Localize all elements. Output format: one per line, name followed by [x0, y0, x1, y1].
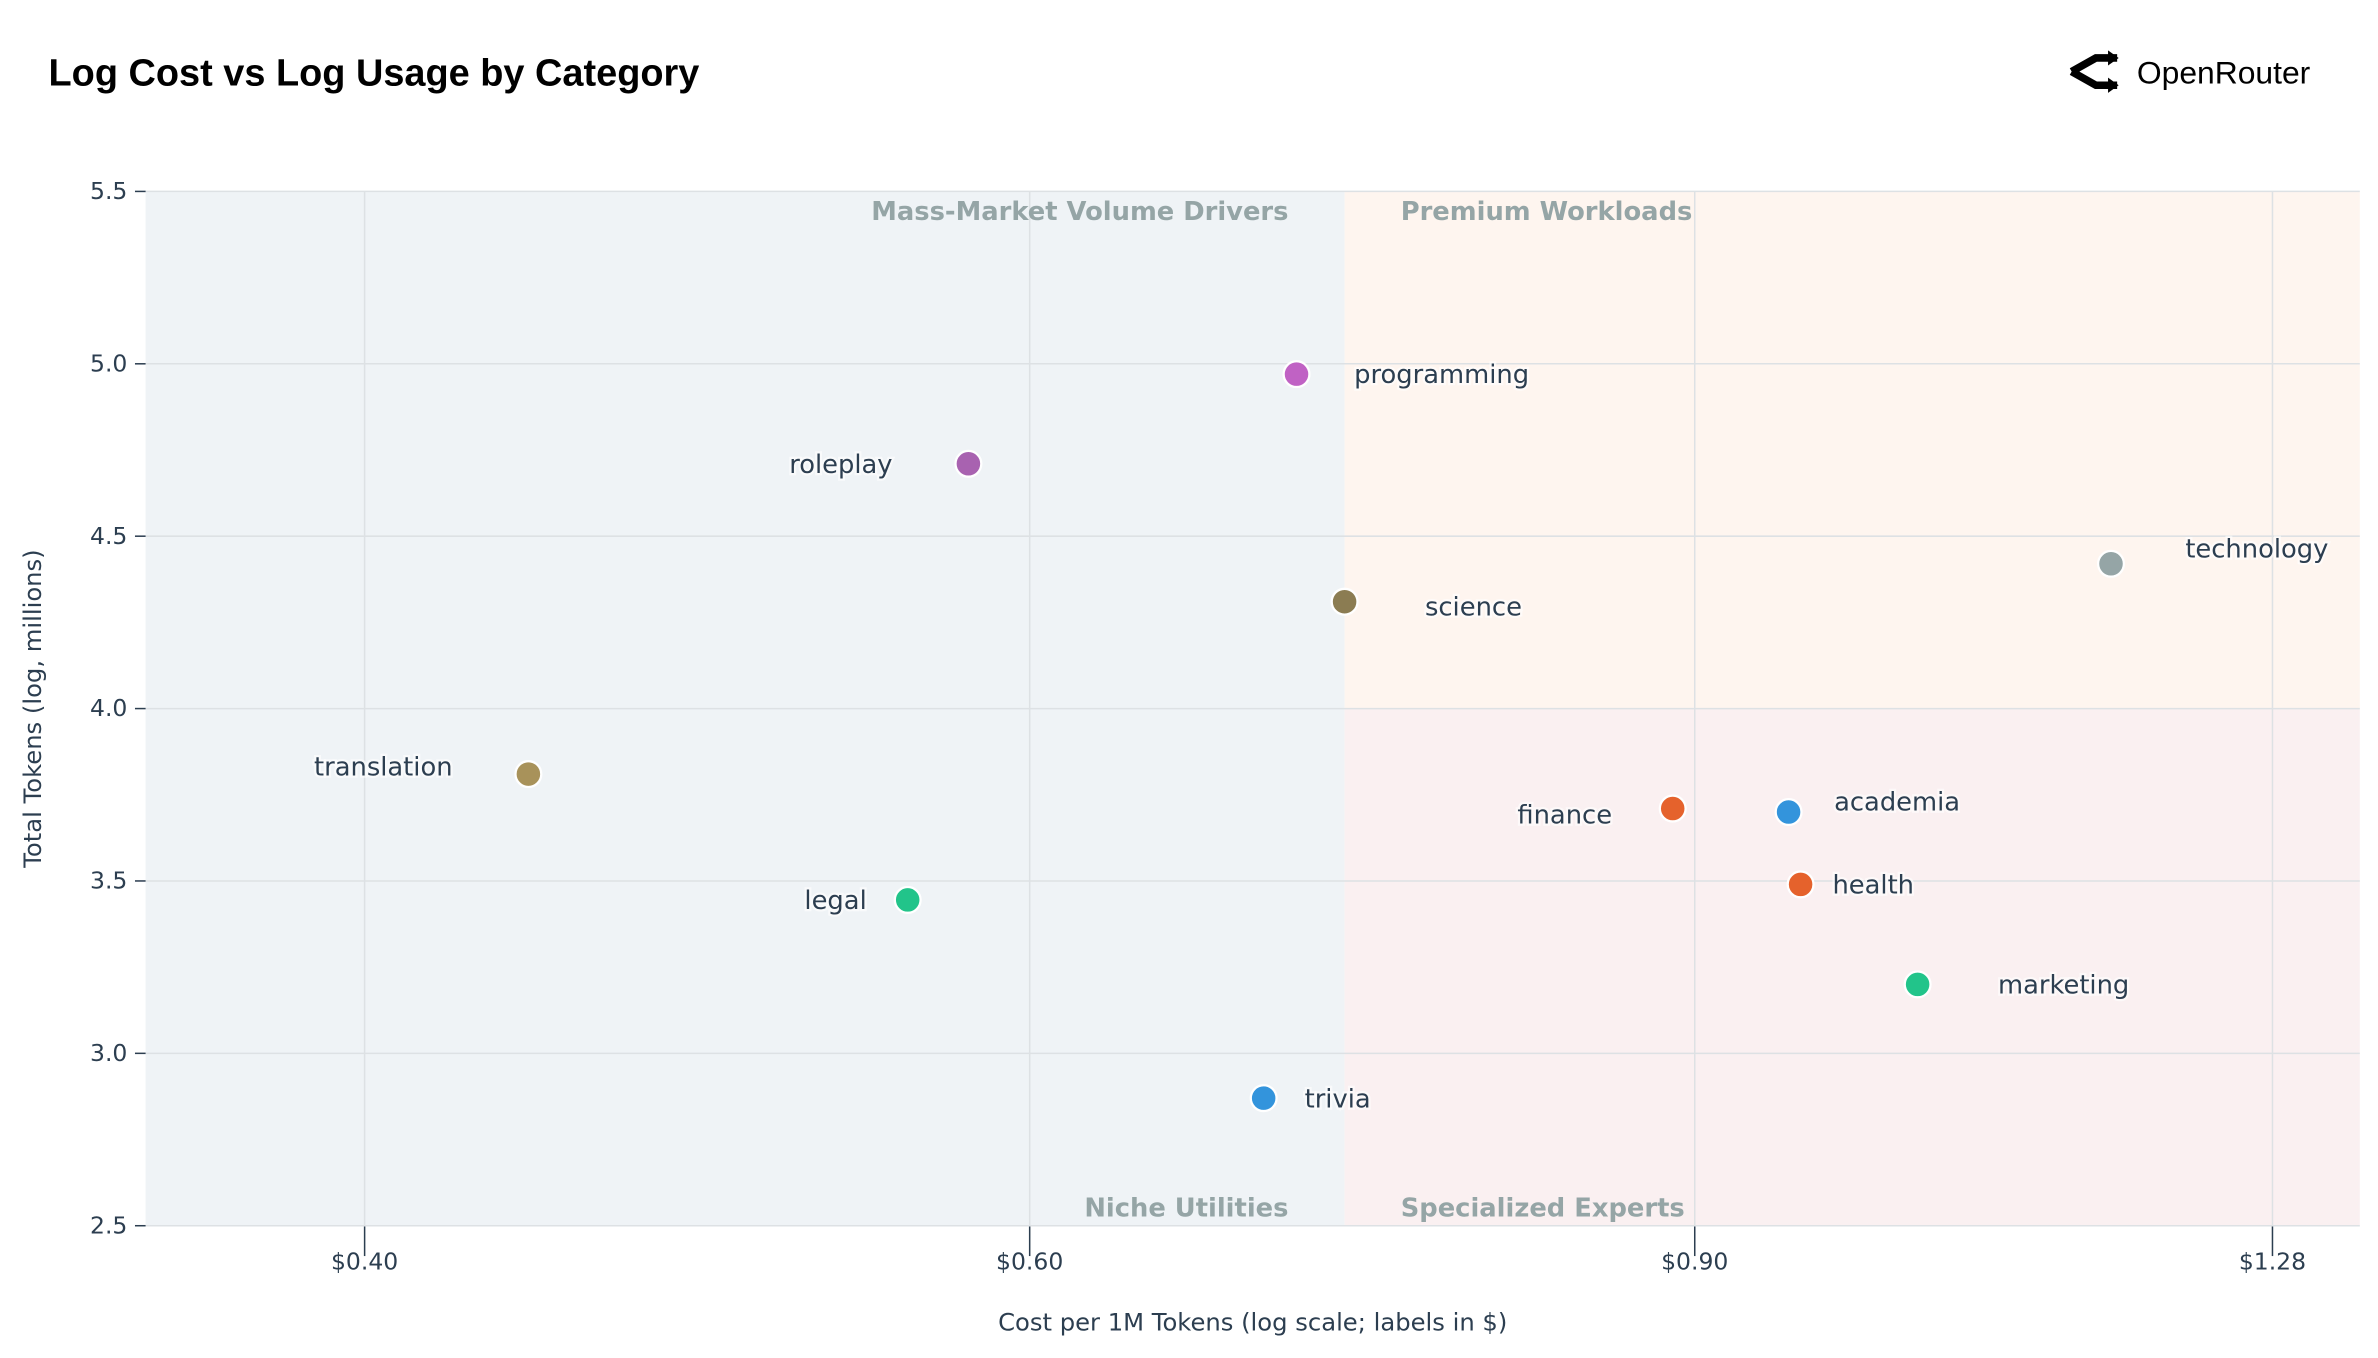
x-tick-label: $0.60 — [996, 1248, 1063, 1276]
y-tick-label: 4.5 — [90, 522, 127, 550]
data-point-academia — [1774, 797, 1803, 827]
y-tick-label: 4.0 — [90, 694, 127, 722]
y-tick-label: 3.0 — [90, 1039, 127, 1067]
quadrant-bottom-right — [1344, 708, 2360, 1226]
quadrant-label: Specialized Experts — [1401, 1194, 1685, 1224]
point-label-finance: finance — [1517, 801, 1612, 831]
quadrant-label: Mass-Market Volume Drivers — [871, 197, 1288, 227]
data-point-finance — [1658, 794, 1687, 823]
y-tick-label: 5.0 — [90, 349, 127, 377]
y-tick-label: 3.5 — [90, 867, 127, 895]
point-label-science: science — [1425, 592, 1522, 622]
point-label-trivia: trivia — [1305, 1084, 1371, 1114]
x-tick-label: $0.40 — [331, 1248, 398, 1276]
quadrant-top-right — [1344, 191, 2360, 709]
data-point-marketing — [1903, 970, 1932, 999]
x-tick-label: $1.28 — [2239, 1248, 2306, 1276]
data-point-science — [1330, 587, 1359, 616]
y-tick-label: 2.5 — [90, 1211, 127, 1239]
logo-text: OpenRouter — [2137, 55, 2311, 91]
point-label-academia: academia — [1834, 787, 1960, 817]
quadrant-label: Premium Workloads — [1401, 197, 1693, 227]
point-label-translation: translation — [314, 753, 453, 783]
data-point-programming — [1282, 360, 1311, 389]
data-point-roleplay — [954, 449, 983, 478]
quadrant-bottom-left — [145, 708, 1345, 1226]
point-label-marketing: marketing — [1998, 970, 2129, 1000]
point-label-legal: legal — [804, 886, 866, 916]
x-axis-label: Cost per 1M Tokens (log scale; labels in… — [998, 1307, 1507, 1336]
y-tick-label: 5.5 — [90, 177, 127, 205]
point-label-technology: technology — [2185, 535, 2328, 565]
data-point-trivia — [1249, 1084, 1278, 1113]
quadrant-label: Niche Utilities — [1084, 1194, 1288, 1224]
chart-title: Log Cost vs Log Usage by Category — [49, 52, 700, 94]
point-label-programming: programming — [1354, 360, 1529, 390]
data-point-translation — [514, 760, 543, 789]
data-point-technology — [2096, 549, 2126, 578]
x-tick-label: $0.90 — [1661, 1248, 1728, 1276]
point-label-roleplay: roleplay — [789, 450, 892, 480]
point-label-health: health — [1832, 871, 1914, 901]
data-point-health — [1786, 870, 1815, 899]
quadrant-top-left — [145, 191, 1345, 709]
y-axis-label: Total Tokens (log, millions) — [18, 549, 47, 868]
data-point-legal — [893, 885, 922, 914]
openrouter-logo-icon — [2069, 50, 2119, 93]
